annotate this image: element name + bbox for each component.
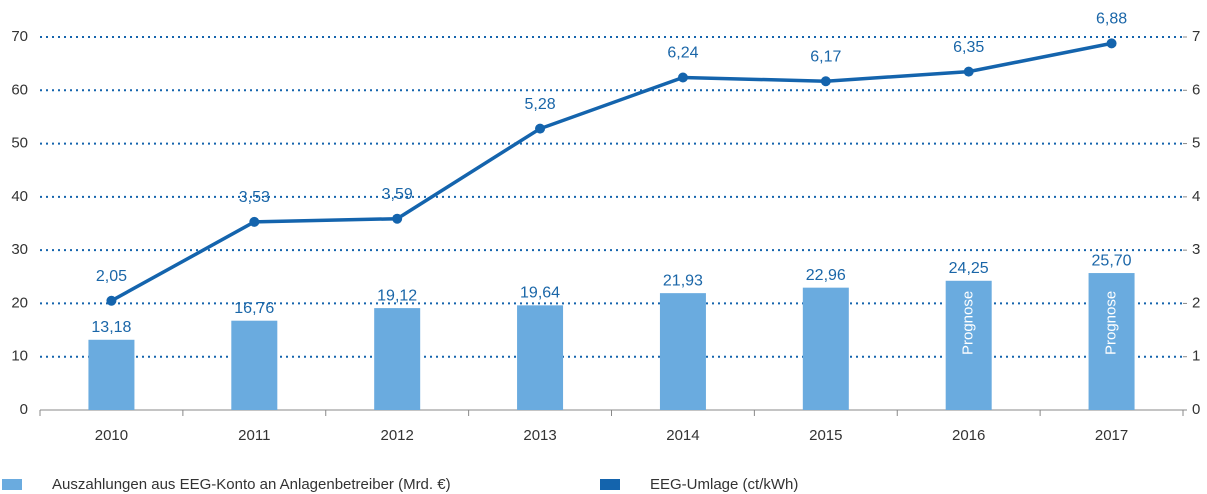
line-point [677,72,688,83]
annotation: Prognose [960,291,977,355]
bar-value-label: 25,70 [1092,252,1132,269]
bar-value-label: 21,93 [663,272,703,289]
bar [802,287,849,410]
bar [517,305,564,410]
bar [945,280,992,410]
annotation: Prognose [1103,291,1120,355]
line-value-label: 5,28 [524,96,555,113]
y2-tick-label: 1 [1192,348,1200,365]
line-value-label: 2,05 [96,268,127,285]
x-tick-label: 2013 [523,427,556,444]
x-tick-label: 2012 [381,427,414,444]
y-tick-label: 50 [11,135,28,152]
x-tick-label: 2016 [952,427,985,444]
line-value-label: 6,35 [953,39,984,56]
bar [231,320,278,410]
y-tick-label: 40 [11,188,28,205]
line-point [249,216,260,227]
x-tick-label: 2015 [809,427,842,444]
line-point [820,76,831,87]
line-point [535,123,546,134]
line-value-label: 6,24 [667,45,698,62]
bar [374,308,421,410]
legend-swatch [2,479,22,490]
y2-tick-label: 0 [1192,401,1200,418]
y2-tick-label: 7 [1192,28,1200,45]
line-point [963,66,974,77]
line-value-label: 6,88 [1096,11,1127,28]
legend-label: EEG-Umlage (ct/kWh) [650,476,798,493]
bar-value-label: 16,76 [234,300,274,317]
bar-value-label: 24,25 [949,260,989,277]
y2-tick-label: 5 [1192,135,1200,152]
y-tick-label: 60 [11,81,28,98]
x-tick-label: 2011 [238,427,270,444]
line-value-label: 6,17 [810,48,841,65]
line-value-label: 3,59 [382,186,413,203]
line-value-label: 3,53 [239,189,270,206]
legend-swatch [600,479,620,490]
x-tick-label: 2017 [1095,427,1128,444]
x-tick-label: 2010 [95,427,128,444]
legend-label: Auszahlungen aus EEG-Konto an Anlagenbet… [52,476,451,493]
y2-tick-label: 2 [1192,294,1200,311]
bar-value-label: 19,12 [377,287,417,304]
y-tick-label: 30 [11,241,28,258]
bar [88,339,135,410]
bar [659,293,706,410]
y2-tick-label: 3 [1192,241,1200,258]
y-tick-label: 0 [20,401,28,418]
x-tick-label: 2014 [666,427,699,444]
y2-tick-label: 6 [1192,81,1200,98]
line-point [1106,38,1117,49]
y2-tick-label: 4 [1192,188,1200,205]
y-tick-label: 10 [11,348,28,365]
bar-value-label: 13,18 [91,319,131,336]
line [110,41,1112,303]
y-tick-label: 20 [11,294,28,311]
y-tick-label: 70 [11,28,28,45]
bar-value-label: 22,96 [806,267,846,284]
line-point [392,213,403,224]
bar-value-label: 19,64 [520,285,560,302]
line-point [106,295,117,306]
bar [1088,273,1135,410]
